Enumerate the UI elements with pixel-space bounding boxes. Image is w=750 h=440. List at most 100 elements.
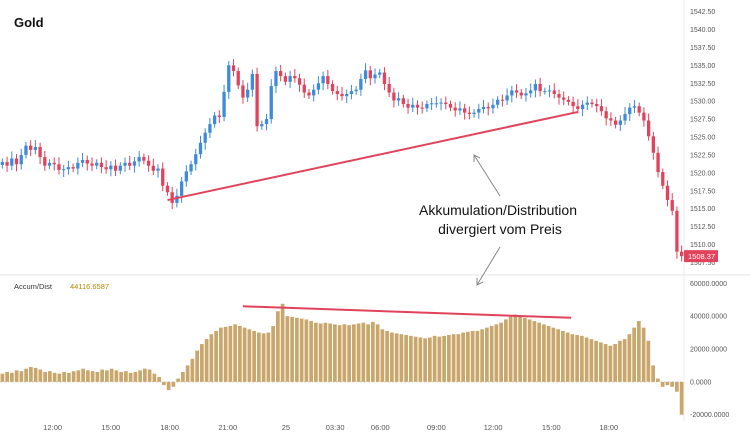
candle-body xyxy=(62,169,65,170)
candle-body xyxy=(534,84,537,90)
indicator-bar xyxy=(343,324,347,382)
indicator-bar xyxy=(224,327,228,382)
candle-body xyxy=(647,121,650,137)
indicator-bar xyxy=(561,331,565,382)
indicator-value: 44116.6587 xyxy=(70,282,109,291)
price-tick-label: 1512.50 xyxy=(690,224,715,231)
candle-body xyxy=(20,155,23,164)
candle-body xyxy=(204,133,207,143)
candle-body xyxy=(671,200,674,211)
indicator-bar xyxy=(618,341,622,382)
indicator-bar xyxy=(157,377,161,382)
indicator-bar xyxy=(509,316,513,382)
candle-body xyxy=(411,105,414,108)
candle-body xyxy=(675,211,678,252)
candle-body xyxy=(397,98,400,100)
last-price-label: 1508.37 xyxy=(688,252,715,261)
candle-body xyxy=(359,79,362,90)
indicator-bar xyxy=(566,333,570,382)
candle-body xyxy=(656,153,659,172)
indicator-bar xyxy=(58,374,62,382)
indicator-bar xyxy=(514,315,518,382)
candle-body xyxy=(619,121,622,125)
indicator-bar xyxy=(62,372,66,382)
candle-body xyxy=(510,90,513,95)
candle-body xyxy=(53,163,56,164)
indicator-bar xyxy=(238,326,242,382)
time-tick-label: 18:00 xyxy=(160,423,179,432)
price-tick-label: 1522.50 xyxy=(690,152,715,159)
indicator-bar xyxy=(452,334,456,382)
candle-body xyxy=(104,167,107,169)
indicator-bar xyxy=(433,336,437,382)
candle-body xyxy=(86,160,89,164)
price-tick-label: 1530.00 xyxy=(690,99,715,106)
indicator-name[interactable]: Accum/Dist xyxy=(14,282,53,291)
indicator-bar xyxy=(72,371,76,382)
indicator-bar xyxy=(409,336,413,382)
candle-body xyxy=(246,90,249,98)
candle-body xyxy=(501,100,504,101)
chart-title: Gold xyxy=(14,15,44,30)
indicator-bar xyxy=(110,369,114,382)
candle-body xyxy=(345,94,348,96)
indicator-bar xyxy=(362,323,366,382)
candle-body xyxy=(680,252,683,257)
indicator-bar xyxy=(24,369,28,382)
candle-body xyxy=(543,91,546,92)
candle-body xyxy=(152,166,155,171)
time-axis[interactable]: 12:00 15:00 18:00 21:00 25 03:30 06:00 09:00 12:… xyxy=(43,423,618,432)
indicator-bar xyxy=(176,379,180,382)
indicator-bar xyxy=(333,324,337,382)
price-tick-label: 1510.00 xyxy=(690,242,715,249)
indicator-bar xyxy=(466,332,470,382)
candle-body xyxy=(614,121,617,125)
time-tick-label: 12:00 xyxy=(484,423,503,432)
indicator-bar xyxy=(328,324,332,382)
candle-body xyxy=(326,76,329,84)
candle-body xyxy=(166,186,169,192)
indicator-bar xyxy=(580,336,584,382)
candle-body xyxy=(666,186,669,200)
candle-body xyxy=(10,159,13,166)
indicator-bar xyxy=(504,319,508,381)
price-trendline xyxy=(168,112,578,200)
indicator-bar xyxy=(219,328,223,382)
candle-body xyxy=(553,90,556,94)
candle-body xyxy=(255,74,258,126)
indicator-bar xyxy=(100,370,104,382)
candle-body xyxy=(595,104,598,106)
candle-body xyxy=(562,98,565,100)
indicator-trendline xyxy=(243,306,571,318)
candle-body xyxy=(218,116,221,117)
candle-body xyxy=(251,74,254,90)
indicator-bar xyxy=(480,329,484,382)
indicator-bar xyxy=(129,373,133,382)
indicator-bar xyxy=(186,365,190,381)
indicator-bar xyxy=(471,331,475,382)
price-tick-label: 1527.50 xyxy=(690,117,715,124)
candle-body xyxy=(321,76,324,83)
candle-body xyxy=(581,105,584,109)
candle-body xyxy=(123,163,126,166)
indicator-bar xyxy=(609,346,613,382)
indicator-bar xyxy=(314,323,318,382)
indicator-bar xyxy=(675,382,679,392)
candle-body xyxy=(109,166,112,170)
price-y-axis: 1507.50 1510.00 1512.50 1515.00 1517.50 1520.… xyxy=(690,9,715,267)
candle-body xyxy=(652,136,655,152)
candle-body xyxy=(402,98,405,104)
candle-body xyxy=(265,119,268,124)
indicator-bar xyxy=(670,382,674,387)
candle-body xyxy=(388,84,391,93)
candle-body xyxy=(449,104,452,108)
indicator-bar xyxy=(267,333,271,382)
candle-body xyxy=(142,157,145,161)
candle-body xyxy=(336,91,339,94)
candle-body xyxy=(642,113,645,121)
indicator-bar xyxy=(461,333,465,382)
candle-body xyxy=(463,108,466,112)
last-price-badge: 1508.37 xyxy=(684,250,718,262)
indicator-bars xyxy=(1,304,684,415)
candle-body xyxy=(557,94,560,98)
